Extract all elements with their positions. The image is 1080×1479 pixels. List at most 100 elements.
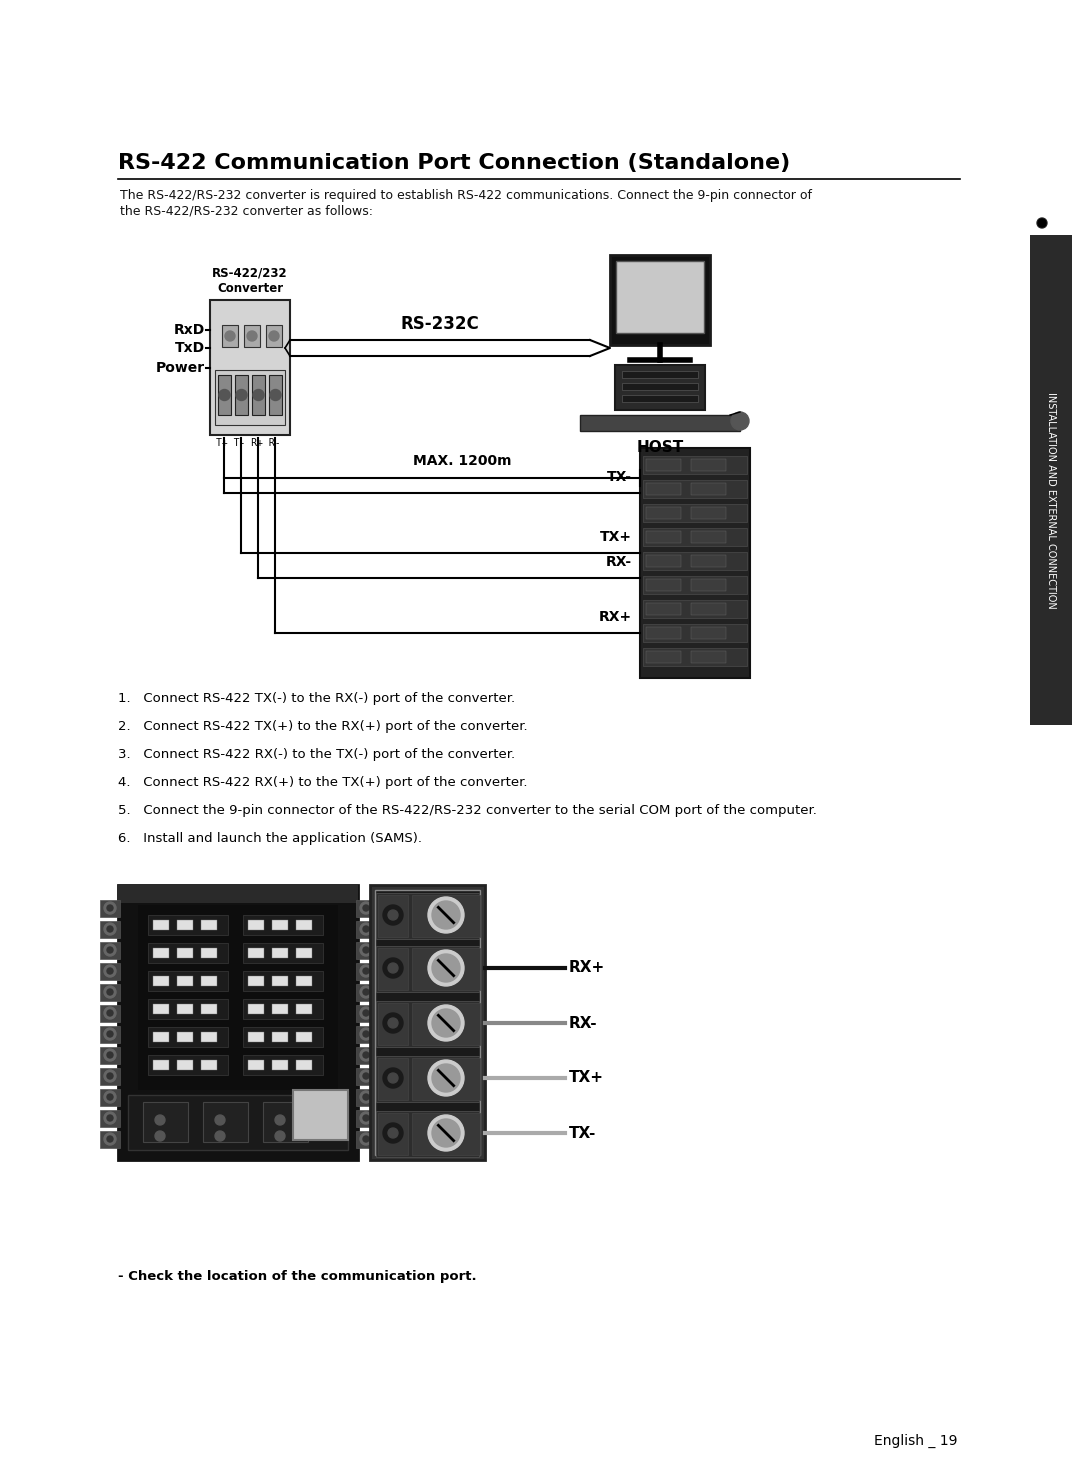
Bar [177, 1004, 193, 1015]
Text: 2.   Connect RS-422 TX(+) to the RX(+) port of the converter.: 2. Connect RS-422 TX(+) to the RX(+) por… [118, 720, 528, 734]
Text: 3.   Connect RS-422 RX(-) to the TX(-) port of the converter.: 3. Connect RS-422 RX(-) to the TX(-) por… [118, 748, 515, 762]
Circle shape [388, 1072, 399, 1083]
Circle shape [104, 944, 116, 955]
Circle shape [432, 1120, 460, 1148]
Bar [691, 578, 726, 592]
Circle shape [253, 389, 264, 401]
Bar [148, 1055, 228, 1075]
Circle shape [156, 1131, 165, 1140]
Text: RX+: RX+ [599, 609, 632, 624]
Bar [411, 948, 480, 989]
Bar [272, 920, 288, 930]
Text: RS-422/232: RS-422/232 [212, 266, 287, 280]
Bar [616, 260, 704, 333]
Circle shape [107, 1031, 113, 1037]
Circle shape [363, 926, 369, 932]
Circle shape [104, 1069, 116, 1083]
Bar [272, 1060, 288, 1069]
Bar [201, 920, 217, 930]
Bar [118, 884, 357, 904]
Circle shape [275, 1131, 285, 1140]
Circle shape [104, 964, 116, 978]
Circle shape [107, 967, 113, 975]
Circle shape [432, 901, 460, 929]
Circle shape [104, 1028, 116, 1040]
Bar [143, 1102, 188, 1142]
Bar [376, 1001, 480, 1047]
Bar [691, 458, 726, 470]
Bar [356, 963, 376, 981]
Bar [153, 948, 168, 958]
Circle shape [237, 389, 247, 401]
Text: HOST: HOST [636, 439, 684, 456]
Bar [691, 651, 726, 663]
Circle shape [104, 1092, 116, 1103]
Bar [356, 942, 376, 958]
Circle shape [104, 986, 116, 998]
Circle shape [388, 963, 399, 973]
Bar [378, 1114, 408, 1155]
Bar [235, 376, 248, 416]
Bar [248, 1004, 264, 1015]
Circle shape [107, 1115, 113, 1121]
Bar [177, 948, 193, 958]
Bar [356, 921, 376, 938]
Circle shape [107, 926, 113, 932]
Bar [643, 648, 747, 666]
Bar [222, 325, 238, 348]
Text: RX-: RX- [569, 1016, 597, 1031]
Bar [100, 1006, 120, 1022]
Bar [243, 998, 323, 1019]
Bar [100, 1089, 120, 1106]
Circle shape [104, 1049, 116, 1060]
Bar [691, 531, 726, 543]
Circle shape [383, 1123, 403, 1143]
Circle shape [107, 947, 113, 952]
Circle shape [428, 1115, 464, 1151]
Text: The RS-422/RS-232 converter is required to establish RS-422 communications. Conn: The RS-422/RS-232 converter is required … [120, 189, 812, 203]
Bar [646, 627, 681, 639]
Circle shape [104, 902, 116, 914]
Bar [646, 603, 681, 615]
Bar [646, 507, 681, 519]
Bar [646, 555, 681, 566]
Bar [356, 1131, 376, 1148]
Bar [691, 555, 726, 566]
Circle shape [363, 989, 369, 995]
Bar [148, 998, 228, 1019]
Bar [272, 948, 288, 958]
Circle shape [363, 1136, 369, 1142]
Text: 5.   Connect the 9-pin connector of the RS-422/RS-232 converter to the serial CO: 5. Connect the 9-pin connector of the RS… [118, 805, 816, 816]
Text: TX+: TX+ [569, 1071, 604, 1086]
Bar [252, 376, 265, 416]
Bar [643, 624, 747, 642]
Circle shape [104, 923, 116, 935]
Bar [646, 484, 681, 495]
Circle shape [428, 1060, 464, 1096]
Text: Power: Power [156, 361, 205, 376]
Bar [411, 1057, 480, 1100]
Circle shape [360, 902, 372, 914]
Bar [376, 947, 480, 992]
Bar [411, 895, 480, 938]
Bar [266, 325, 282, 348]
Circle shape [107, 989, 113, 995]
Circle shape [363, 1115, 369, 1121]
Bar [640, 448, 750, 677]
Text: 6.   Install and launch the application (SAMS).: 6. Install and launch the application (S… [118, 833, 422, 845]
Bar [375, 890, 480, 1155]
Bar [177, 976, 193, 986]
Bar [646, 458, 681, 470]
Circle shape [432, 1063, 460, 1092]
Bar [100, 1111, 120, 1127]
Text: 4.   Connect RS-422 RX(+) to the TX(+) port of the converter.: 4. Connect RS-422 RX(+) to the TX(+) por… [118, 776, 527, 788]
Circle shape [363, 947, 369, 952]
Bar [356, 1068, 376, 1086]
Text: the RS-422/RS-232 converter as follows:: the RS-422/RS-232 converter as follows: [120, 206, 373, 217]
Circle shape [269, 331, 279, 342]
Bar [201, 976, 217, 986]
Circle shape [219, 389, 230, 401]
Bar [100, 942, 120, 958]
Circle shape [360, 923, 372, 935]
Bar [100, 901, 120, 917]
